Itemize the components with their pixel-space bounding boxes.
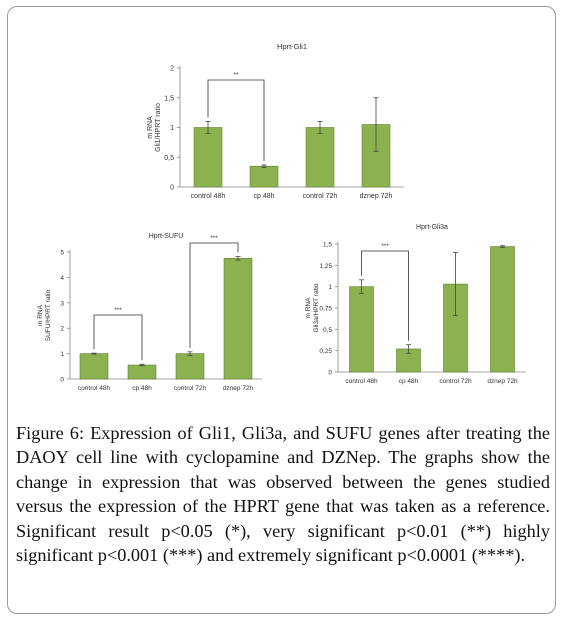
- bar: [490, 246, 515, 373]
- bar: [305, 127, 335, 188]
- bar: [175, 353, 205, 380]
- y-tick-label: 1,5: [323, 242, 332, 249]
- y-tick-label: 1: [60, 351, 64, 358]
- y-tick-label: 4: [60, 275, 64, 282]
- y-tick-label: 5: [60, 250, 64, 257]
- y-tick-label: 0,75: [319, 306, 332, 313]
- x-tick-label: control 72h: [174, 385, 207, 392]
- bar: [193, 127, 223, 188]
- y-axis-label: m RNA: [305, 297, 312, 319]
- chart-title: Hprt-SUFU: [149, 233, 184, 240]
- y-tick-label: 0: [328, 370, 332, 377]
- significance-bracket: [93, 314, 143, 361]
- y-tick-label: 0: [170, 185, 174, 192]
- significance-bracket: [189, 242, 239, 348]
- x-tick-label: cp 48h: [132, 385, 152, 392]
- y-axis-label: Gli1/HPRT ratio: [155, 103, 162, 152]
- x-tick-label: cp 48h: [399, 378, 419, 385]
- y-tick-label: 0,5: [323, 327, 332, 334]
- significance-bracket: [361, 250, 409, 341]
- chart-title: Hprt-Gli3a: [416, 224, 448, 231]
- y-tick-label: 1,25: [319, 263, 332, 270]
- y-tick-label: 3: [60, 300, 64, 307]
- y-tick-label: 1: [328, 284, 332, 291]
- significance-label: ***: [210, 235, 218, 242]
- x-tick-label: control 48h: [345, 378, 378, 385]
- bar: [223, 258, 253, 380]
- figure-caption-text: Expression of Gli1, Gli3a, and SUFU gene…: [16, 423, 550, 566]
- x-tick-label: control 72h: [439, 378, 472, 385]
- bar: [349, 286, 374, 373]
- y-axis-label: Gli3a/HPRT ratio: [313, 283, 320, 332]
- y-tick-label: 2: [60, 326, 64, 333]
- y-tick-label: 1,5: [164, 95, 174, 102]
- figure-caption: Figure 6: Expression of Gli1, Gli3a, and…: [16, 421, 550, 567]
- y-tick-label: 0: [60, 377, 64, 384]
- y-axis-label: m RNA: [147, 116, 154, 139]
- significance-label: ***: [114, 307, 122, 314]
- chart-title: Hprt-Gli1: [277, 42, 307, 51]
- y-axis-label: m RNA: [37, 304, 44, 326]
- significance-label: **: [233, 72, 239, 79]
- y-tick-label: 2: [170, 66, 174, 73]
- x-tick-label: cp 48h: [253, 193, 274, 200]
- significance-label: ***: [381, 243, 389, 250]
- y-axis-label: SUFU/HPRT ratio: [45, 289, 52, 341]
- x-tick-label: control 48h: [191, 193, 226, 200]
- x-tick-label: dznep 72h: [223, 385, 254, 392]
- y-tick-label: 0,5: [164, 155, 174, 162]
- x-tick-label: dznep 72h: [360, 193, 393, 200]
- x-tick-label: control 48h: [78, 385, 111, 392]
- y-tick-label: 1: [170, 125, 174, 132]
- x-tick-label: dznep 72h: [487, 378, 518, 385]
- x-tick-label: control 72h: [303, 193, 338, 200]
- figure-label: Figure 6:: [16, 423, 85, 443]
- significance-bracket: [207, 79, 265, 161]
- bar: [79, 353, 109, 380]
- y-tick-label: 0,25: [319, 348, 332, 355]
